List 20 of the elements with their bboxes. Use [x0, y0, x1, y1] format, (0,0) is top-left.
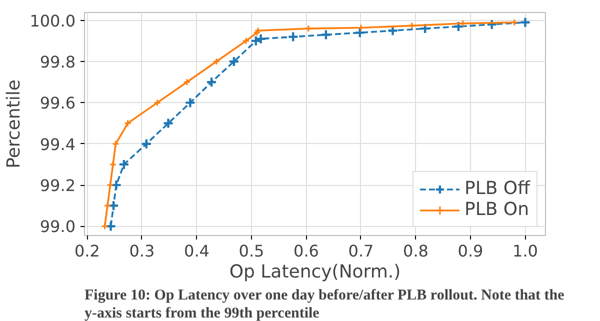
x-tick-label: 0.6 — [294, 242, 319, 260]
y-tick-label: 99.4 — [40, 134, 76, 154]
x-tick-label: 0.9 — [458, 242, 484, 260]
legend-label: PLB Off — [464, 178, 530, 199]
x-tick-label: 0.3 — [129, 242, 155, 260]
y-tick-label: 99.6 — [40, 94, 76, 113]
x-tick-label: 0.4 — [184, 242, 210, 260]
y-tick-label: 100.0 — [30, 11, 76, 30]
y-tick-label: 99.2 — [40, 176, 76, 196]
x-tick-label: 0.8 — [403, 242, 428, 260]
y-tick-label: 99.8 — [40, 52, 76, 72]
legend-label: PLB On — [464, 199, 529, 220]
x-tick-label: 0.2 — [74, 242, 100, 260]
x-tick-label: 0.5 — [238, 242, 264, 260]
x-tick-label: 1.0 — [512, 242, 538, 260]
x-tick-label: 0.7 — [348, 242, 374, 260]
caption: Figure 10: Op Latency over one day before/after PLB rollout. Note that the y-axis starts from the 99th percentile — [84, 288, 565, 321]
x-axis-title: Op Latency(Norm.) — [229, 262, 401, 282]
y-tick-label: 99.0 — [40, 217, 76, 236]
y-axis-title: Percentile — [4, 80, 25, 168]
